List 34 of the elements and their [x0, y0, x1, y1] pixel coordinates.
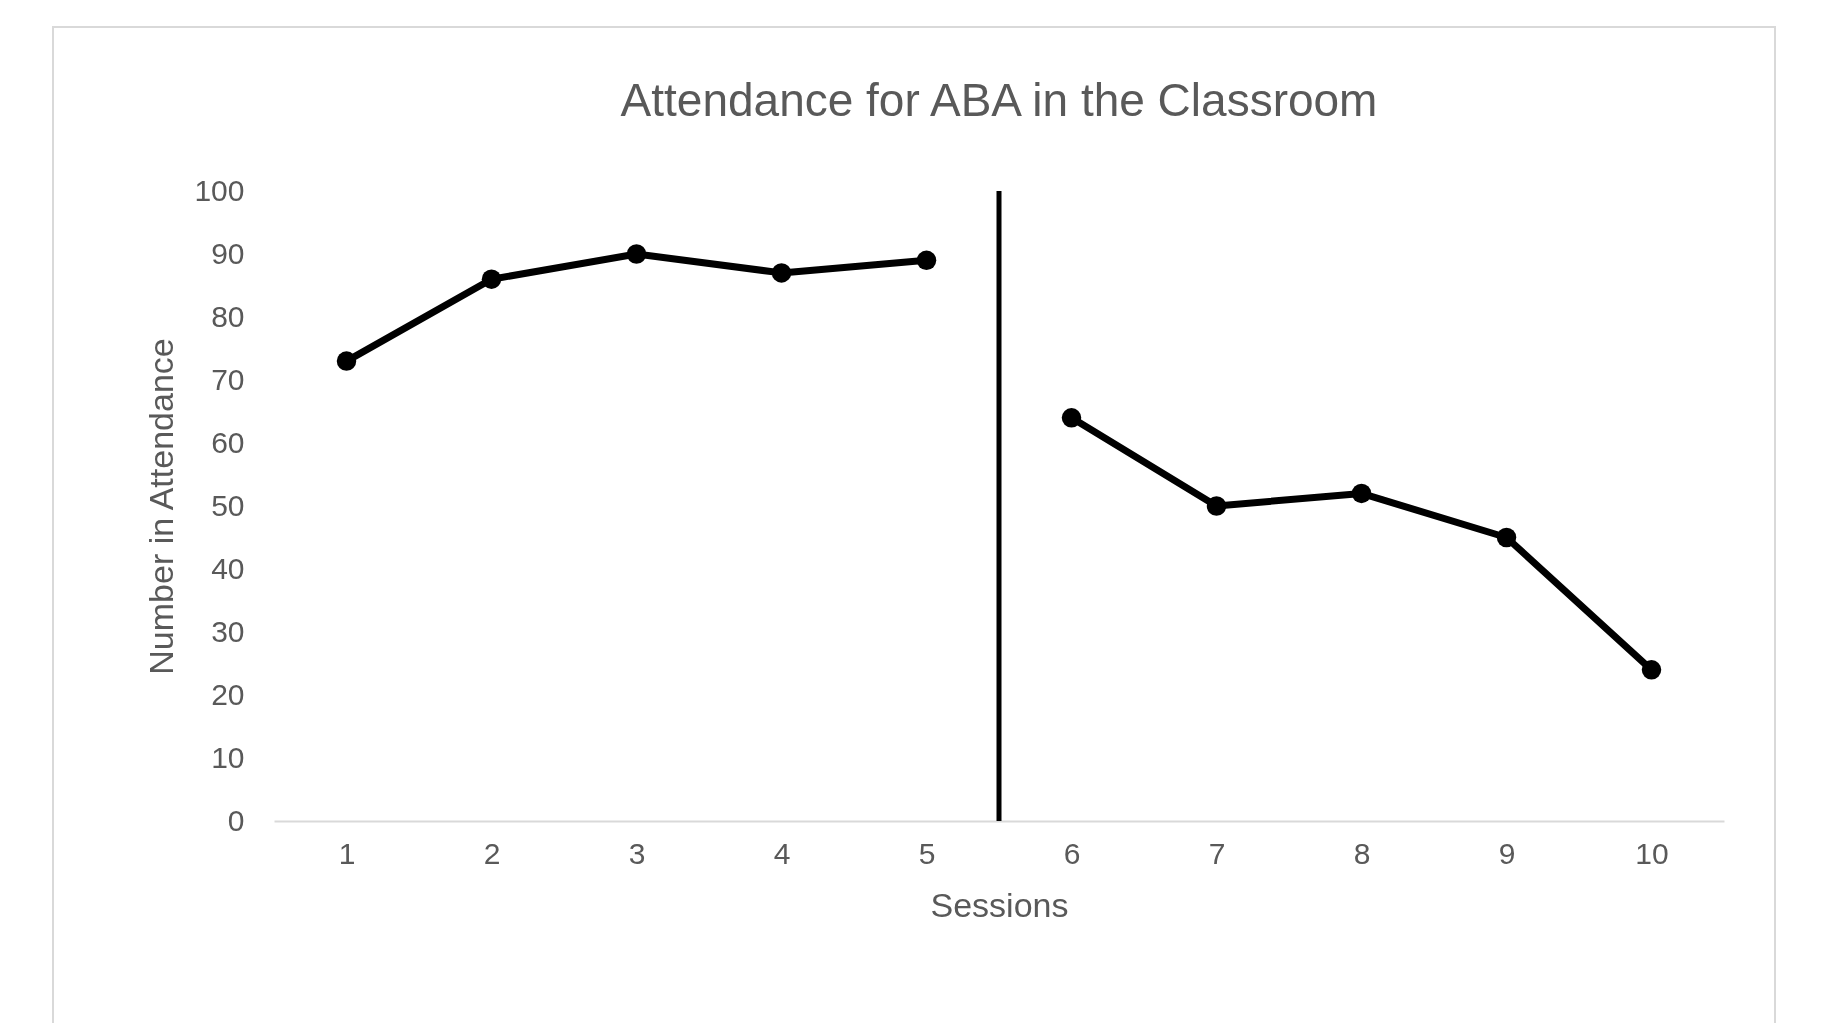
x-tick-label: 2: [483, 836, 501, 870]
point: [771, 263, 792, 283]
x-tick-label: 1: [338, 836, 356, 870]
y-tick-label: 0: [227, 803, 245, 837]
point: [1206, 496, 1227, 516]
x-axis-title: Sessions: [930, 885, 1069, 924]
y-tick-label: 30: [211, 614, 245, 648]
y-tick-label: 20: [211, 677, 245, 711]
x-tick-label: 4: [773, 836, 791, 870]
x-tick-label: 5: [918, 836, 936, 870]
x-tick-label: 7: [1208, 836, 1226, 870]
y-tick-label: 50: [211, 488, 245, 522]
x-tick-label: 8: [1353, 836, 1371, 870]
point: [1351, 483, 1372, 504]
x-tick-label: 3: [628, 836, 646, 870]
point: [1641, 660, 1662, 680]
point: [481, 269, 502, 289]
y-tick-label: 70: [211, 362, 245, 396]
point: [916, 250, 937, 271]
y-tick-label: 100: [194, 173, 245, 207]
y-tick-label: 40: [211, 551, 245, 585]
x-tick-label: 10: [1635, 836, 1669, 870]
y-tick-label: 90: [211, 236, 245, 270]
chart-title: Attendance for ABA in the Classroom: [620, 74, 1378, 126]
x-tick-label: 9: [1498, 836, 1516, 870]
point: [1061, 408, 1082, 428]
y-tick-label: 60: [211, 425, 245, 459]
point: [336, 351, 357, 371]
y-tick-label: 10: [211, 740, 245, 774]
x-tick-label: 6: [1063, 836, 1081, 870]
point: [1496, 527, 1517, 548]
y-axis-title: Number in Attendance: [142, 338, 181, 675]
point: [626, 244, 647, 264]
y-tick-label: 80: [211, 299, 245, 333]
